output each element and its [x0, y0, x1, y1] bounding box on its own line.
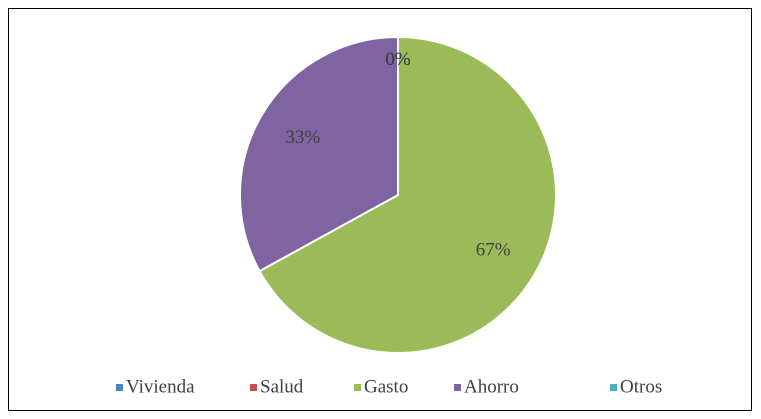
legend-label: Vivienda [126, 376, 195, 397]
pie-slice [239, 35, 399, 273]
legend-label: Otros [620, 376, 662, 397]
data-label: 0% [385, 49, 411, 70]
data-label: 0% [385, 49, 411, 70]
legend-marker [116, 384, 123, 391]
legend-label: Salud [260, 376, 304, 397]
pie-slice [258, 35, 557, 354]
legend-marker [610, 384, 617, 391]
legend-label: Gasto [364, 376, 408, 397]
data-label: 33% [285, 127, 320, 148]
data-label: 0% [385, 49, 411, 70]
legend-marker [250, 384, 257, 391]
legend-label: Ahorro [464, 376, 519, 397]
data-label: 67% [476, 240, 511, 261]
legend-marker [454, 384, 461, 391]
legend-marker [354, 384, 361, 391]
